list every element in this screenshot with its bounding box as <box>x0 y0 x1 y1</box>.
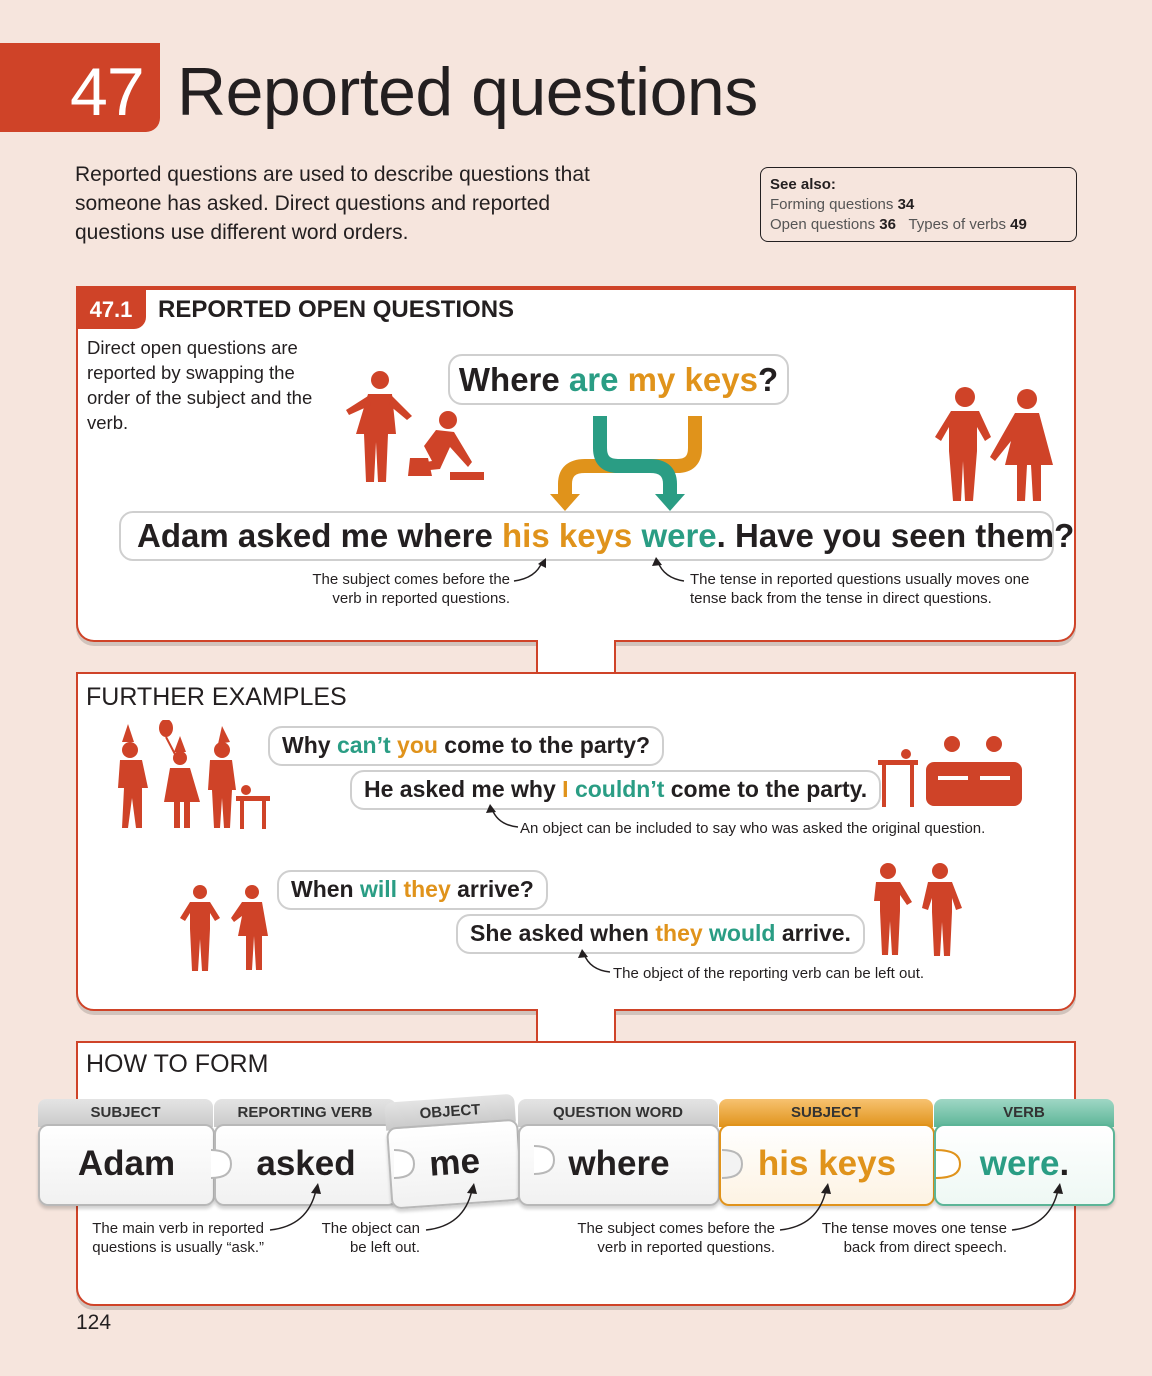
pointer-arrow-icon <box>779 1183 831 1231</box>
see-also-line1: Forming questions 34 <box>770 196 915 213</box>
two-people-icon <box>935 387 1053 501</box>
panel-connector <box>536 1009 616 1043</box>
puzzle-piece-reporting-verb: asked <box>214 1124 398 1206</box>
two-people-standing-icon <box>874 863 962 956</box>
further-examples-title: FURTHER EXAMPLES <box>86 683 347 711</box>
pointer-arrow-icon <box>1011 1183 1063 1231</box>
see-also-title: See also: <box>770 176 836 193</box>
how-to-form-title: HOW TO FORM <box>86 1050 269 1078</box>
word-order-swap-arrows <box>550 416 702 511</box>
puzzle-knob <box>721 1149 744 1179</box>
example1-reported-bubble: He asked me why I couldn’t come to the p… <box>350 770 882 810</box>
two-people-talking-icon <box>180 885 268 971</box>
tab-reporting-verb: REPORTING VERB <box>214 1099 396 1127</box>
pointer-arrow-icon <box>486 804 519 828</box>
annotation-subject-before-verb: The subject comes before the verb in rep… <box>312 571 510 607</box>
puzzle-knob <box>533 1145 556 1175</box>
annotation-tense-moves-back-form: The tense moves one tense back from dire… <box>821 1220 1007 1256</box>
example2-reported-bubble: She asked when they would arrive. <box>456 914 865 954</box>
see-also-line2: Open questions 36 Types of verbs 49 <box>770 216 1027 233</box>
page-number: 124 <box>76 1311 112 1334</box>
tab-question-word: QUESTION WORD <box>518 1099 718 1127</box>
example2-question-bubble: When will they arrive? <box>277 870 548 910</box>
chapter-number: 47 <box>70 54 145 130</box>
puzzle-knob <box>393 1149 416 1179</box>
annotation-tense-moves-back: The tense in reported questions usually … <box>690 571 1030 607</box>
chapter-number-box <box>0 43 160 132</box>
pointer-arrow-icon <box>652 557 685 582</box>
pointer-arrow-icon <box>269 1183 321 1231</box>
people-searching-icon <box>346 371 484 482</box>
annotation-subject-before-verb-form: The subject comes before the verb in rep… <box>577 1220 775 1256</box>
page-title: Reported questions <box>177 54 758 130</box>
section-number: 47.1 <box>76 290 146 329</box>
annotation-main-verb-ask: The main verb in reported questions is u… <box>92 1220 264 1256</box>
tab-verb: VERB <box>934 1099 1114 1127</box>
intro-text: Reported questions are used to describe … <box>75 163 590 244</box>
annotation-object-can-be-left-out: The object can be left out. <box>321 1220 420 1256</box>
party-people-icon <box>118 720 270 829</box>
annotation-object-included: An object can be included to say who was… <box>520 820 986 837</box>
panel-connector <box>536 640 616 674</box>
reported-question-bubble: Adam asked me where his keys were. Have … <box>119 511 1074 561</box>
puzzle-knob <box>210 1149 233 1179</box>
puzzle-piece-subject: Adam <box>38 1124 215 1206</box>
puzzle-knob <box>935 1149 962 1179</box>
tab-subject-2: SUBJECT <box>719 1099 933 1127</box>
pointer-arrow-icon <box>513 558 546 582</box>
pointer-arrow-icon <box>425 1183 477 1231</box>
annotation-object-left-out: The object of the reporting verb can be … <box>613 965 925 982</box>
direct-question-bubble: Where are my keys? <box>448 354 789 405</box>
puzzle-piece-verb: were. <box>934 1124 1115 1206</box>
section-title: REPORTED OPEN QUESTIONS <box>158 296 515 323</box>
section-description: Direct open questions are reported by sw… <box>87 337 313 433</box>
pointer-arrow-icon <box>578 949 611 973</box>
people-on-sofa-icon <box>878 736 1022 807</box>
example1-question-bubble: Why can’t you come to the party? <box>268 726 665 766</box>
see-also-box: See also: Forming questions 34 Open ques… <box>760 167 1077 242</box>
tab-subject: SUBJECT <box>38 1099 213 1127</box>
